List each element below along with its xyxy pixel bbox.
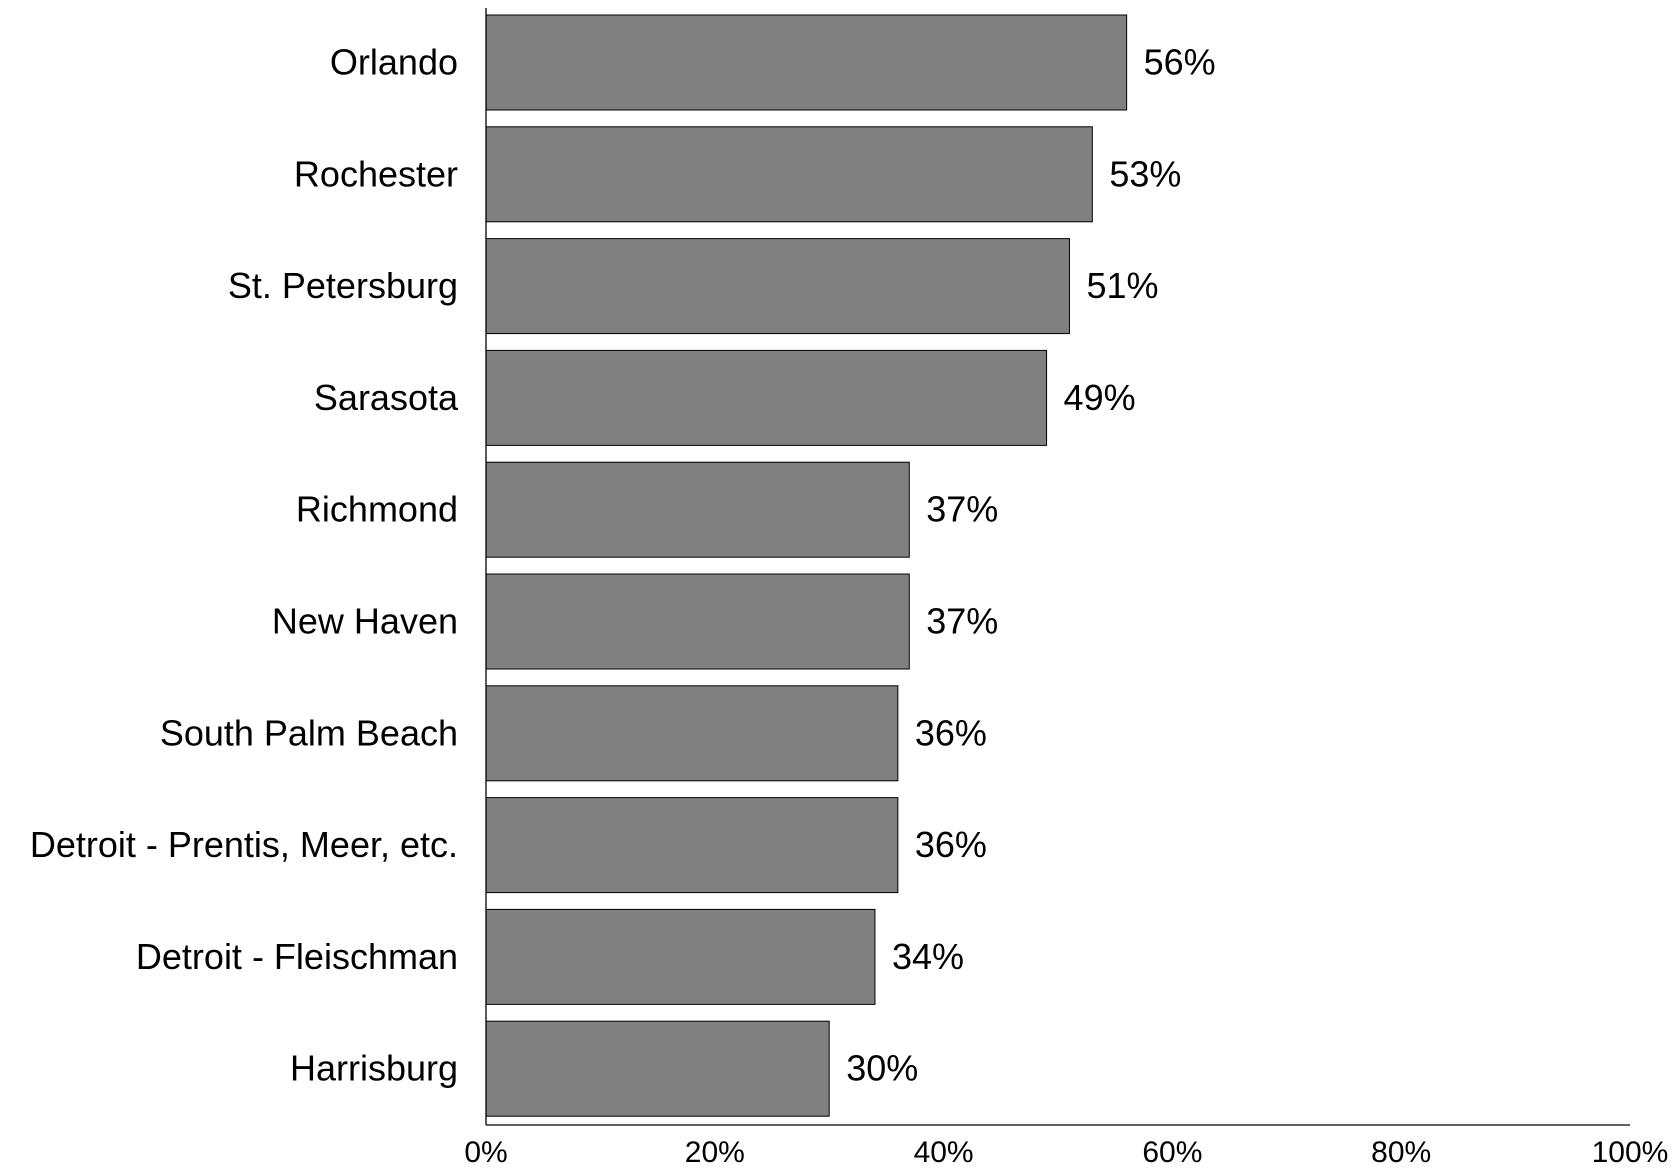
- category-label: Orlando: [330, 42, 458, 83]
- bar: [485, 685, 899, 782]
- bar: [485, 349, 1048, 446]
- data-label: 56%: [1144, 42, 1216, 83]
- value-labels-group: 56% 53% 51% 49% 37% 37% 36% 36% 34% 30%: [846, 42, 1216, 1089]
- data-label: 30%: [846, 1048, 918, 1089]
- data-label: 37%: [926, 489, 998, 530]
- bar: [485, 126, 1093, 223]
- x-tick-label: 80%: [1371, 1136, 1431, 1169]
- bar: [485, 908, 876, 1005]
- data-label: 37%: [926, 601, 998, 642]
- bar: [485, 461, 910, 558]
- bar: [485, 573, 910, 670]
- category-label: New Haven: [272, 601, 458, 642]
- data-label: 49%: [1064, 377, 1136, 418]
- data-label: 36%: [915, 712, 987, 753]
- category-label: Richmond: [296, 489, 458, 530]
- x-tick-label: 0%: [464, 1136, 507, 1169]
- category-label: Harrisburg: [290, 1048, 458, 1089]
- data-label: 51%: [1086, 265, 1158, 306]
- x-tick-label: 100%: [1592, 1136, 1669, 1169]
- category-label: South Palm Beach: [160, 712, 458, 753]
- bars-group: [485, 14, 1128, 1117]
- bar: [485, 238, 1070, 335]
- data-label: 36%: [915, 824, 987, 865]
- category-label: Detroit - Fleischman: [136, 936, 458, 977]
- x-tick-label: 40%: [914, 1136, 974, 1169]
- bar: [485, 14, 1128, 111]
- category-label: Sarasota: [314, 377, 459, 418]
- bar: [485, 1020, 830, 1117]
- x-tick-label: 60%: [1142, 1136, 1202, 1169]
- category-label: Detroit - Prentis, Meer, etc.: [30, 824, 458, 865]
- data-label: 34%: [892, 936, 964, 977]
- category-label: St. Petersburg: [228, 265, 458, 306]
- category-label: Rochester: [294, 153, 458, 194]
- x-tick-label: 20%: [685, 1136, 745, 1169]
- x-tick-labels-group: 0% 20% 40% 60% 80% 100%: [464, 1136, 1668, 1169]
- bar: [485, 797, 899, 894]
- category-labels-group: Orlando Rochester St. Petersburg Sarasota Ri…: [30, 42, 459, 1089]
- data-label: 53%: [1109, 153, 1181, 194]
